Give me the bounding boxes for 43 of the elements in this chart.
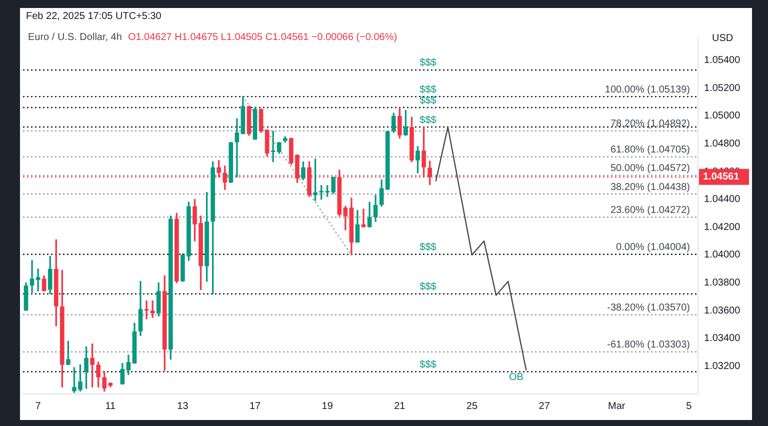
x-tick-label: 17 (249, 400, 262, 412)
x-tick-label: 19 (322, 400, 334, 412)
ref-line-label: $$$ (420, 114, 437, 126)
y-tick-label: 1.04000 (704, 250, 741, 261)
y-tick-label: 1.03600 (704, 305, 741, 316)
ref-line-label: -38.20% (1.03570) (607, 302, 690, 314)
x-tick-label: 5 (686, 400, 692, 412)
ref-line-label: $$$ (420, 95, 437, 106)
y-tick-label: 1.05400 (704, 55, 741, 66)
ref-line-label: $$$ (420, 84, 437, 96)
annotation: OB (509, 372, 524, 384)
y-tick-label: 1.03200 (704, 360, 741, 372)
x-tick-label: 25 (466, 400, 478, 412)
y-tick-label: 1.04400 (704, 194, 741, 206)
y-tick-label: 1.05000 (704, 110, 741, 122)
y-tick-label: 1.03800 (704, 278, 741, 288)
chart-title: Euro / U.S. Dollar, 4h (28, 32, 122, 43)
ref-line-label: 0.00% (1.04004) (616, 242, 690, 254)
y-tick-label: 1.04800 (704, 138, 741, 150)
y-axis-title: USD (712, 33, 734, 44)
ref-line-label: 78.20% (1.04892) (610, 118, 690, 130)
x-tick-label: 11 (105, 400, 116, 412)
x-tick-label: Mar (608, 400, 626, 412)
x-tick-label: 13 (177, 400, 189, 412)
ref-line-label: 1.04561 (703, 172, 740, 183)
ref-line-label: 23.60% (1.04272) (610, 204, 690, 216)
x-tick-label: 27 (538, 400, 550, 412)
y-tick-label: 1.03400 (704, 333, 741, 344)
chart-subtitle: O1.04627 H1.04675 L1.04505 C1.04561 −0.00066 (−0.06%) (128, 32, 398, 43)
x-tick-label: 7 (35, 400, 42, 412)
text: Feb 22, 2025 17:05 UTC+5:30 (26, 11, 162, 22)
x-tick-label: 21 (394, 400, 406, 412)
ref-line-label: $$$ (420, 360, 437, 370)
y-tick-label: 1.04200 (704, 222, 741, 233)
ref-line-label: $$$ (420, 242, 437, 254)
ref-line-label: $$$ (420, 58, 437, 69)
y-tick-label: 1.05200 (704, 82, 741, 94)
ref-line-label: -61.80% (1.03303) (607, 340, 690, 351)
ref-line-label: $$$ (420, 282, 437, 293)
ref-line-label: 50.00% (1.04572) (610, 163, 690, 174)
ref-line-label: 61.80% (1.04705) (610, 144, 690, 156)
ref-line-label: 100.00% (1.05139) (604, 84, 690, 96)
ref-line-label: 38.20% (1.04438) (610, 182, 690, 193)
